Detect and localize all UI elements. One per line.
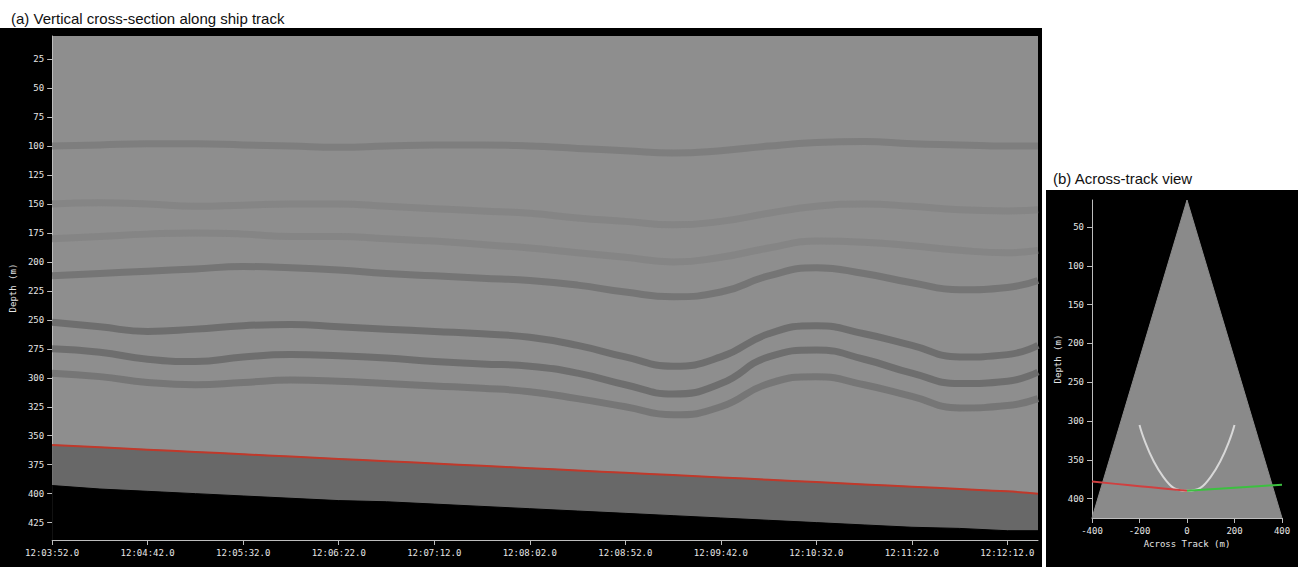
svg-text:12:11:22.0: 12:11:22.0 [885,548,939,558]
svg-text:275: 275 [28,344,44,354]
svg-text:100: 100 [1068,261,1084,271]
svg-text:150: 150 [28,199,44,209]
svg-text:Depth (m): Depth (m) [8,264,18,313]
svg-text:150: 150 [1068,300,1084,310]
svg-text:12:04:42.0: 12:04:42.0 [121,548,175,558]
svg-text:50: 50 [1073,222,1084,232]
svg-text:25: 25 [33,54,44,64]
svg-text:175: 175 [28,228,44,238]
svg-text:(a) Vertical cross-section alo: (a) Vertical cross-section along ship tr… [11,10,285,27]
svg-text:Depth (m): Depth (m) [1053,335,1063,384]
svg-text:12:08:52.0: 12:08:52.0 [598,548,652,558]
svg-text:225: 225 [28,286,44,296]
svg-text:350: 350 [1068,455,1084,465]
svg-text:-400: -400 [1081,526,1103,536]
svg-text:300: 300 [28,373,44,383]
svg-text:12:05:32.0: 12:05:32.0 [216,548,270,558]
svg-text:125: 125 [28,170,44,180]
svg-text:12:03:52.0: 12:03:52.0 [25,548,79,558]
svg-text:200: 200 [28,257,44,267]
svg-text:100: 100 [28,141,44,151]
svg-text:75: 75 [33,112,44,122]
svg-text:Across Track (m): Across Track (m) [1144,539,1231,549]
svg-text:350: 350 [28,431,44,441]
svg-text:12:09:42.0: 12:09:42.0 [694,548,748,558]
svg-text:300: 300 [1068,416,1084,426]
svg-text:200: 200 [1068,338,1084,348]
svg-text:200: 200 [1226,526,1242,536]
svg-text:(b) Across-track view: (b) Across-track view [1053,170,1192,187]
svg-text:12:10:32.0: 12:10:32.0 [789,548,843,558]
svg-text:12:07:12.0: 12:07:12.0 [407,548,461,558]
svg-text:12:08:02.0: 12:08:02.0 [503,548,557,558]
svg-text:400: 400 [1068,494,1084,504]
svg-text:250: 250 [28,315,44,325]
svg-text:12:06:22.0: 12:06:22.0 [312,548,366,558]
svg-text:12:12:12.0: 12:12:12.0 [980,548,1034,558]
svg-text:400: 400 [28,489,44,499]
svg-text:0: 0 [1184,526,1189,536]
svg-text:250: 250 [1068,377,1084,387]
svg-text:50: 50 [33,83,44,93]
svg-text:325: 325 [28,402,44,412]
svg-text:-200: -200 [1129,526,1151,536]
svg-text:425: 425 [28,518,44,528]
svg-text:400: 400 [1274,526,1290,536]
svg-text:375: 375 [28,460,44,470]
